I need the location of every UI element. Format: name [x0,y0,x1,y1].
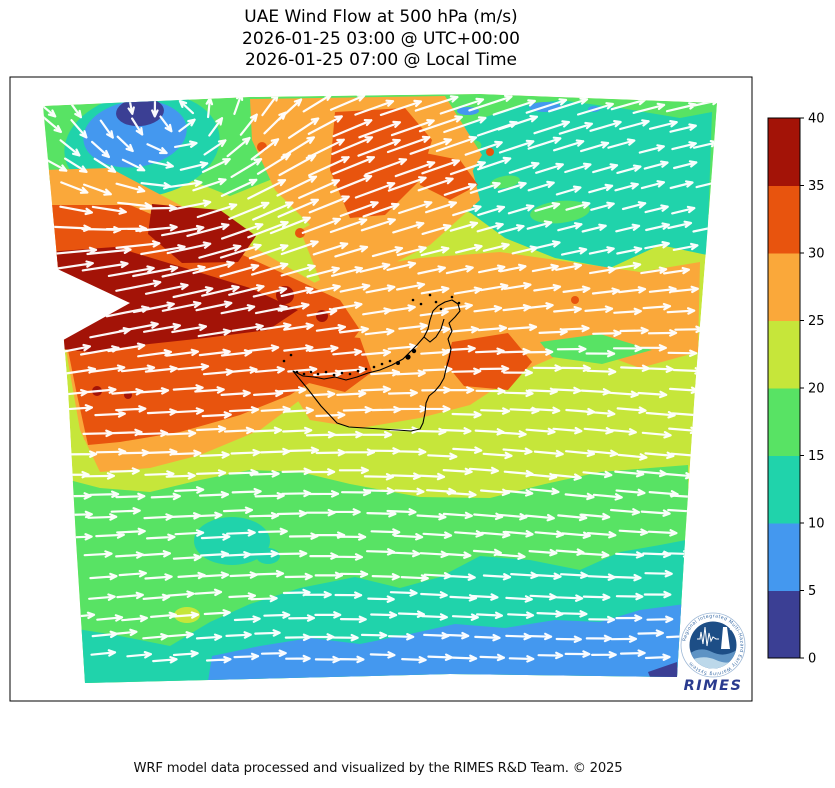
island-dot [348,372,352,376]
colorbar-band [768,118,800,186]
colorbar-band [768,253,800,321]
quiver-arrows-path [43,94,717,664]
island-dot [419,302,423,306]
island-dot [457,301,461,305]
island-dot [295,370,299,374]
island-dot [302,372,306,376]
island-dot [316,372,320,376]
seismograph-trace-icon [697,626,719,647]
coastal-blob [405,354,411,360]
colorbar-tick-label: 30 [808,247,825,262]
island-dot [380,362,384,366]
island-dot [282,359,286,363]
colorbar-band [768,388,800,456]
plot-subtitle-utc: 2026-01-25 03:00 @ UTC+00:00 [242,28,520,49]
colorbar-tick-label: 5 [808,584,816,599]
island-dot [428,293,432,297]
colorbar-band [768,320,800,389]
rimes-logo-wordmark: RIMES [684,678,743,694]
coastal-blob [396,361,400,365]
colorbar-band [768,523,800,591]
title-block: UAE Wind Flow at 500 hPa (m/s) 2026-01-2… [10,7,752,72]
map-frame [9,76,753,702]
rimes-logo: Regional Integrated Multi-Hazard Early W… [680,612,746,694]
colorbar: 0 5 10 15 20 25 30 35 40 [767,112,825,667]
island-dot [340,371,344,375]
figure-caption: WRF model data processed and visualized … [133,761,623,776]
colorbar-tick-label: 40 [808,112,825,127]
domain-notch [34,258,130,354]
island-dot [332,373,336,377]
island-dot [434,300,438,304]
island-dot [324,370,328,374]
colorbar-tick-label: 35 [808,179,825,194]
island-dot [289,353,293,357]
uae-border [292,299,461,432]
island-dot [450,295,454,299]
island-dot [439,307,443,311]
coastline-islands [282,293,461,377]
island-dot [411,298,415,302]
colorbar-band [768,455,800,524]
plot-subtitle-local: 2026-01-25 07:00 @ Local Time [244,50,518,70]
island-dot [388,359,392,363]
colorbar-band [768,185,800,254]
plot-title: UAE Wind Flow at 500 hPa (m/s) [244,7,518,27]
colorbar-tick-label: 0 [808,652,816,667]
colorbar-tick-label: 10 [808,517,825,532]
quiver-arrows [43,94,717,664]
colorbar-tick-label: 25 [808,314,825,329]
island-dot [356,369,360,373]
colorbar-tick-label: 15 [808,449,825,464]
colorbar-band [768,590,800,659]
island-dot [372,365,376,369]
island-dot [309,370,313,374]
contour-vortex-core [116,97,164,127]
wind-speed-field [43,94,717,683]
coastal-blob [411,348,417,354]
lighthouse-icon [721,627,730,649]
island-dot [364,367,368,371]
colorbar-tick-label: 20 [808,382,825,397]
